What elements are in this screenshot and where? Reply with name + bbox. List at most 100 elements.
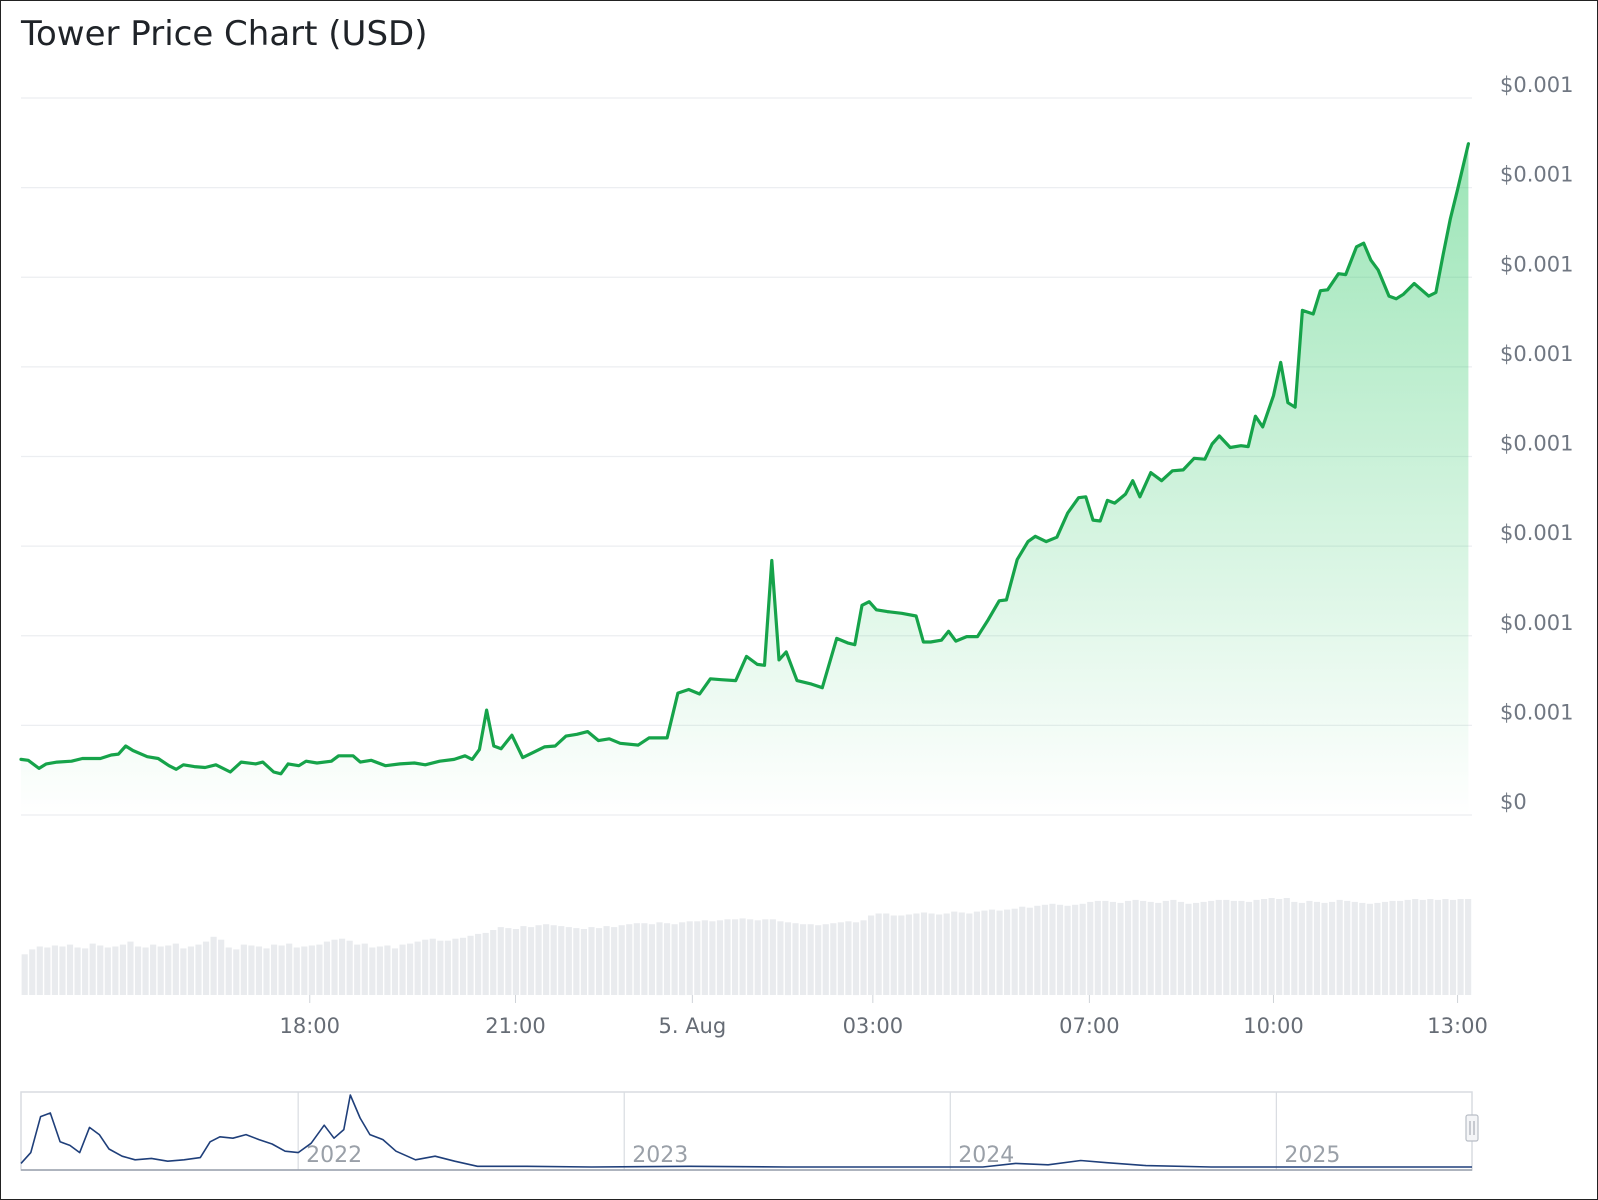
volume-bar <box>520 926 527 995</box>
volume-bar <box>376 946 383 995</box>
volume-bar <box>1404 899 1411 995</box>
volume-bar <box>716 920 724 995</box>
volume-bar <box>973 911 980 995</box>
volume-bar <box>1155 902 1162 995</box>
y-tick-label: $0.001 <box>1500 163 1573 187</box>
volume-bar <box>1298 902 1305 995</box>
volume-bars <box>21 898 1472 996</box>
x-tick-label: 21:00 <box>485 1014 546 1038</box>
volume-bar <box>104 947 111 995</box>
volume-bar <box>301 946 308 995</box>
volume-bar <box>59 946 66 995</box>
volume-bar <box>346 940 353 995</box>
volume-bar <box>437 940 444 995</box>
volume-bar <box>150 944 157 995</box>
navigator-handle[interactable] <box>1465 1114 1479 1142</box>
volume-bar <box>270 944 278 995</box>
volume-bar <box>936 914 943 995</box>
volume-bar <box>943 913 950 995</box>
x-axis-ticks: 18:00 21:00 5. Aug 03:00 07:00 10:00 13:00 <box>279 995 1488 1038</box>
volume-bar <box>180 948 187 995</box>
volume-bar <box>724 919 731 995</box>
volume-bar <box>1306 900 1313 995</box>
volume-bar <box>951 911 958 995</box>
volume-bar <box>777 921 784 995</box>
volume-bar <box>112 946 119 995</box>
volume-bar <box>127 941 134 995</box>
volume-bar <box>754 920 761 995</box>
volume-bar <box>709 921 716 995</box>
volume-bar <box>731 919 739 995</box>
y-tick-label: $0.001 <box>1500 700 1573 724</box>
volume-bar <box>535 925 542 995</box>
volume-bar <box>505 928 512 995</box>
volume-bar <box>1094 900 1101 995</box>
volume-bar <box>1465 899 1472 995</box>
volume-bar <box>626 924 633 995</box>
volume-bar <box>527 927 535 995</box>
navigator[interactable]: 2022 2023 2024 2025 <box>20 1091 1479 1171</box>
volume-bar <box>157 946 164 995</box>
volume-bar <box>1374 902 1381 995</box>
y-tick-label: $0.001 <box>1500 342 1573 366</box>
volume-bar <box>142 947 149 995</box>
volume-bar <box>1223 899 1230 995</box>
volume-bar <box>671 924 678 995</box>
volume-bar <box>66 944 74 995</box>
volume-bar <box>966 913 973 995</box>
volume-bar <box>1283 898 1290 995</box>
volume-bar <box>1192 902 1200 995</box>
volume-bar <box>1200 901 1207 995</box>
price-area <box>21 143 1469 815</box>
volume-bar <box>202 941 210 995</box>
volume-bar <box>1261 899 1268 995</box>
volume-bar <box>784 922 792 996</box>
volume-bar <box>1329 901 1336 995</box>
volume-bar <box>475 933 482 995</box>
volume-bar <box>747 919 754 995</box>
volume-bar <box>920 912 928 995</box>
volume-bar <box>663 923 671 995</box>
volume-bar <box>1177 901 1185 995</box>
volume-bar <box>905 914 912 995</box>
volume-bar <box>459 937 467 995</box>
volume-bar <box>769 919 776 995</box>
volume-bar <box>679 922 686 996</box>
price-area-fill <box>21 143 1469 815</box>
volume-bar <box>860 920 867 995</box>
volume-bar <box>550 925 557 995</box>
price-line-group <box>19 142 1470 776</box>
volume-bar <box>618 925 625 995</box>
volume-bar <box>558 926 565 995</box>
volume-bar <box>1140 900 1147 995</box>
volume-bar <box>286 943 293 995</box>
volume-bar <box>134 946 142 995</box>
volume-bar <box>837 922 844 996</box>
volume-bar <box>1351 901 1358 995</box>
navigator-year-label: 2025 <box>1284 1143 1340 1168</box>
volume-bar <box>1238 900 1245 995</box>
volume-bar <box>369 947 376 995</box>
volume-bar <box>1253 899 1260 995</box>
volume-bar <box>444 940 451 995</box>
volume-bar <box>822 924 829 995</box>
volume-bar <box>1072 904 1079 995</box>
x-tick-label: 07:00 <box>1059 1014 1120 1038</box>
volume-bar <box>830 923 837 995</box>
navigator-line <box>20 1094 1472 1168</box>
volume-bar <box>36 946 43 995</box>
volume-bar <box>1381 901 1389 995</box>
x-tick-label: 5. Aug <box>658 1014 726 1038</box>
volume-bar <box>1064 905 1071 995</box>
volume-bar <box>21 954 28 995</box>
volume-bar <box>815 925 822 995</box>
volume-bar <box>1004 909 1011 995</box>
volume-bar <box>686 921 693 995</box>
volume-bar <box>1147 901 1154 995</box>
volume-bar <box>482 932 489 995</box>
navigator-year-label: 2023 <box>632 1143 688 1168</box>
volume-bar <box>988 909 996 995</box>
volume-bar <box>89 943 96 995</box>
volume-bar <box>467 935 474 995</box>
